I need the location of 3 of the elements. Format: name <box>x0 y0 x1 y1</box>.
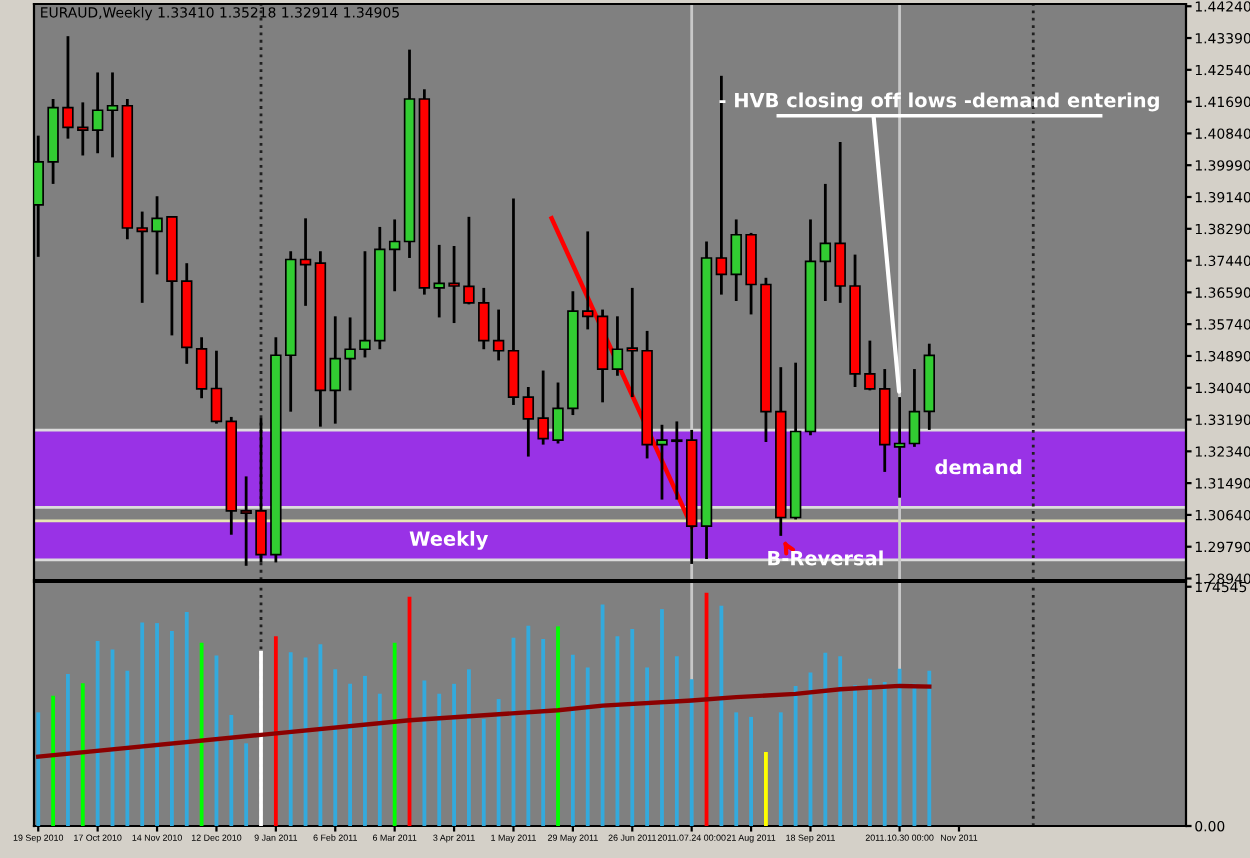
annotation: B-Reversal <box>768 550 883 566</box>
band-label: demand <box>935 459 1022 475</box>
band-label: Weekly <box>409 530 489 550</box>
